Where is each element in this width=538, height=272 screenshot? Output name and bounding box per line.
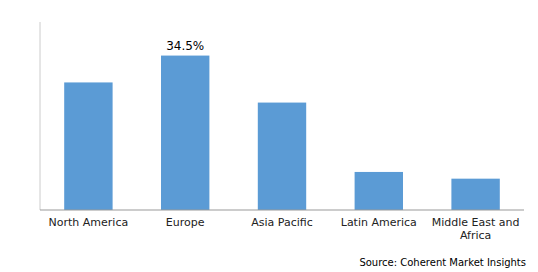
x-tick-label-line: Latin America <box>341 216 417 229</box>
x-tick-label: Asia Pacific <box>251 216 313 229</box>
x-tick-label: Middle East andAfrica <box>432 216 520 242</box>
x-tick-label-line: North America <box>49 216 129 229</box>
x-tick-label-line: Middle East and <box>432 216 520 229</box>
annotation: 34.5% <box>166 39 204 53</box>
x-axis-line <box>40 210 524 211</box>
chart: North America Europe Asia Pacific Latin Ame… <box>0 0 538 272</box>
x-tick-label: North America <box>49 216 129 229</box>
x-tick-label: Latin America <box>341 216 417 229</box>
bar <box>64 82 112 210</box>
bar <box>451 179 499 210</box>
bar <box>161 56 209 210</box>
y-axis-line <box>40 22 41 210</box>
x-tick-label-line: Europe <box>166 216 205 229</box>
bar <box>258 103 306 210</box>
x-tick-label-line: Africa <box>460 229 491 242</box>
bar <box>355 172 403 210</box>
x-tick-label-line: Asia Pacific <box>251 216 313 229</box>
x-tick-label: Europe <box>166 216 205 229</box>
source: Source: Coherent Market Insights <box>359 257 526 268</box>
